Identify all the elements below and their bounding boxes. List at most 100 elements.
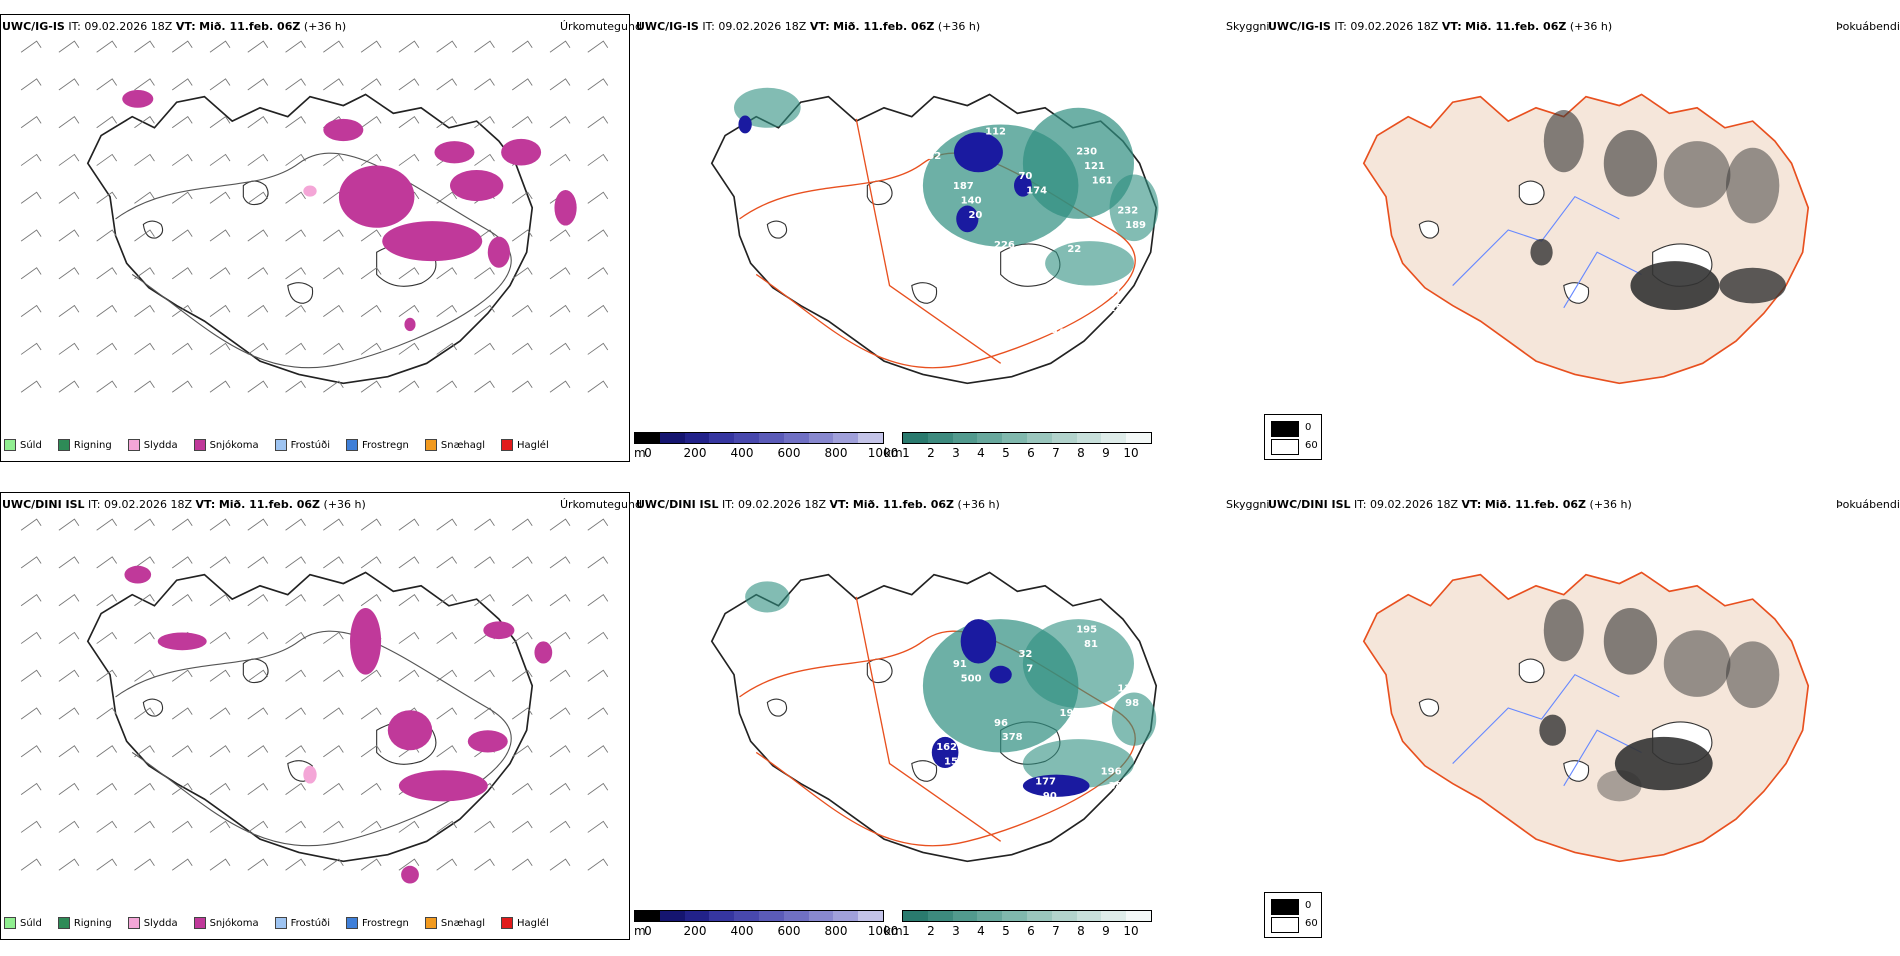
wind-barb — [20, 782, 42, 796]
snowfall-area — [467, 730, 508, 753]
wind-barb — [171, 594, 193, 607]
ceiling-tick: 9 — [1102, 446, 1110, 460]
low-ceiling-area — [1045, 241, 1134, 286]
wind-barb — [171, 304, 193, 318]
wind-barb — [323, 40, 344, 53]
wind-barb — [20, 116, 42, 129]
legend-item: Súld — [4, 439, 42, 451]
map-value-label: 70 — [1018, 171, 1032, 182]
wind-barb — [587, 594, 609, 607]
wind-barb — [285, 116, 306, 129]
fog-area — [1603, 130, 1658, 197]
lead-time: (+36 h) — [1569, 20, 1613, 33]
legend-label: Rigning — [73, 917, 112, 929]
panel-header: UWC/IG-IS IT: 09.02.2026 18Z VT: Mið. 11… — [1268, 20, 1612, 33]
wind-barb — [285, 380, 306, 393]
wind-barb — [209, 229, 231, 242]
wind-barb — [398, 380, 420, 393]
iceland-outline — [86, 571, 534, 863]
model-name: UWC/DINI ISL — [636, 498, 719, 511]
panel-title: Þokuábendi — [1836, 498, 1900, 511]
valid-label: VT: — [175, 20, 196, 33]
wind-barb — [96, 594, 118, 607]
map-value-label: 185 — [977, 323, 998, 334]
valid-label: VT: — [195, 498, 216, 511]
road-network — [739, 118, 1136, 369]
cloud-legend-black — [1271, 899, 1299, 915]
height-unit: m — [634, 446, 646, 460]
legend-swatch — [274, 439, 287, 451]
glacier-outline — [911, 760, 938, 782]
cloud-legend-max: 60 — [1305, 440, 1318, 451]
wind-barb — [134, 782, 155, 796]
wind-barb — [209, 594, 231, 607]
legend-swatch — [274, 917, 287, 929]
wind-barb — [549, 116, 571, 129]
wind-barb — [20, 304, 42, 318]
wind-barb — [58, 116, 80, 129]
wind-barb — [511, 631, 533, 644]
wind-barb — [134, 380, 155, 393]
wind-barb — [247, 116, 269, 129]
visibility-map: 73 91 96 177 195 135 162 111 32 192 196 237 500 378 90… — [710, 571, 1158, 863]
wind-barb — [323, 78, 344, 91]
wind-barb — [96, 820, 118, 833]
wind-barb — [549, 745, 571, 758]
wind-barb — [247, 782, 269, 796]
lead-time: (+36 h) — [303, 20, 347, 33]
wind-barb — [285, 594, 306, 607]
wind-barb — [436, 518, 458, 531]
wind-barb — [285, 229, 306, 242]
ceiling-tick: 1 — [902, 924, 910, 938]
legend-label: Slydda — [143, 439, 178, 451]
legend-item: Slydda — [127, 439, 178, 451]
wind-barb — [20, 40, 42, 53]
legend-item: Rigning — [57, 917, 112, 929]
map-value-label: 294 — [1043, 313, 1064, 324]
wind-barb — [96, 153, 118, 166]
wind-barb — [285, 858, 306, 871]
wind-barb — [436, 631, 458, 644]
map-value-label: 189 — [1125, 220, 1146, 231]
legend-swatch — [4, 439, 16, 451]
wind-barb — [511, 229, 533, 242]
wind-barb — [398, 153, 420, 166]
valid-time: Mið. 11.feb. 06Z — [199, 20, 301, 33]
valid-time: Mið. 11.feb. 06Z — [1465, 20, 1567, 33]
map-value-label: 177 — [1035, 777, 1056, 788]
wind-barb — [209, 191, 231, 204]
low-visibility-area — [931, 736, 959, 768]
wind-barb — [360, 380, 382, 393]
legend-label: Frostregn — [362, 917, 409, 929]
model-name: UWC/IG-IS — [2, 20, 65, 33]
wind-barb — [360, 342, 382, 355]
ceiling-tick: 10 — [1123, 924, 1139, 938]
wind-barb — [549, 782, 571, 796]
map-value-label: 150 — [944, 757, 965, 768]
wind-barb — [549, 594, 571, 607]
snowfall-area — [501, 138, 542, 166]
wind-barb — [474, 518, 495, 531]
wind-barb — [96, 745, 118, 758]
map-value-label: 192 — [1060, 708, 1081, 719]
legend-item: Haglél — [501, 917, 549, 929]
panel-header: UWC/IG-IS IT: 09.02.2026 18Z VT: Mið. 11… — [636, 20, 980, 33]
fog-panel: UWC/IG-IS IT: 09.02.2026 18Z VT: Mið. 11… — [1266, 0, 1900, 470]
legend-item: Súld — [4, 917, 42, 929]
wind-barb — [587, 745, 609, 758]
wind-barb — [134, 153, 155, 166]
wind-barb — [20, 229, 42, 242]
wind-barb — [360, 820, 382, 833]
precip-type-map — [20, 518, 609, 884]
snowfall-area — [483, 621, 515, 640]
wind-barb — [209, 78, 231, 91]
wind-barb — [436, 304, 458, 318]
valid-time: Mið. 11.feb. 06Z — [1484, 498, 1587, 511]
wind-barb — [587, 40, 609, 53]
legend-swatch — [424, 439, 437, 451]
map-value-label: 111 — [977, 801, 998, 812]
ceiling-unit: km — [884, 924, 903, 938]
map-value-label: 226 — [994, 240, 1015, 251]
glacier-outline — [1518, 658, 1545, 684]
map-value-label: 500 — [961, 673, 982, 684]
